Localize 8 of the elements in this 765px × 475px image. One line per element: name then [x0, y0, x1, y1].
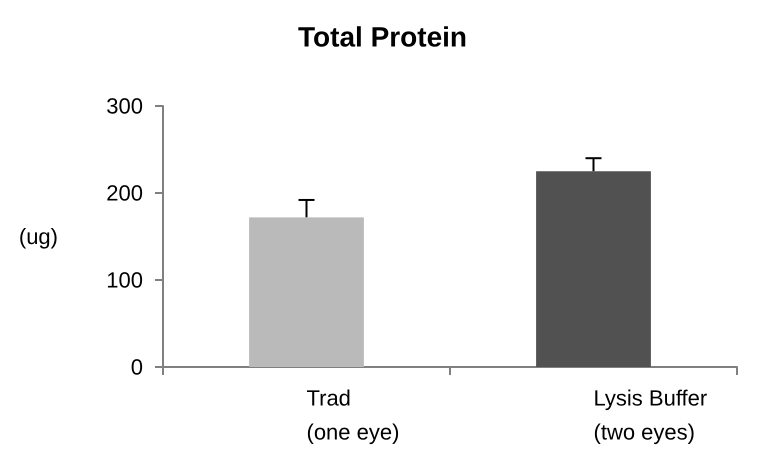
chart-title: Total Protein: [298, 22, 468, 52]
x-tick-label: Trad (one eye): [306, 386, 400, 444]
y-tick-label: 100: [106, 268, 143, 292]
y-tick-label: 0: [130, 354, 143, 380]
y-tick-label: 200: [106, 180, 143, 206]
y-tick-label: 300: [106, 94, 143, 118]
y-axis-title: (ug): [18, 224, 58, 249]
x-tick-label: Lysis Buffer (two eyes): [594, 386, 708, 444]
